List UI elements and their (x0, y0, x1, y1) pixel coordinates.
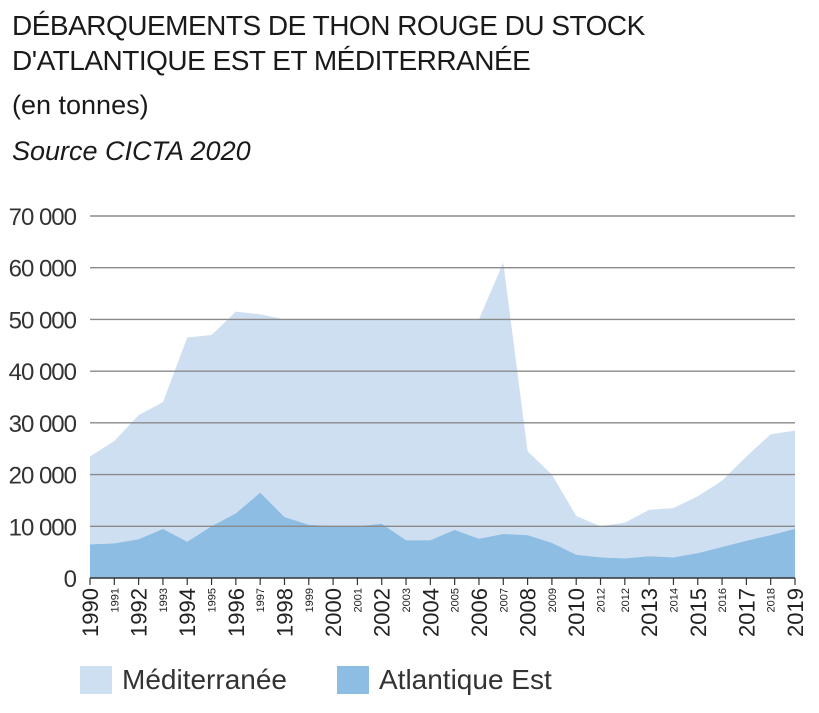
x-tick-label-2017: 2017 (734, 588, 759, 637)
area-mediterranee (90, 262, 795, 559)
legend-item-mediterranee: Méditerranée (80, 664, 287, 696)
x-tick-label-2016: 2016 (717, 588, 729, 612)
x-tick-label-1990: 1990 (78, 588, 103, 637)
x-tick-label-2013: 2013 (637, 588, 662, 637)
legend-label-atlantique: Atlantique Est (378, 664, 552, 695)
x-tick-label-2006: 2006 (467, 588, 492, 637)
y-tick-label-50000: 50 000 (9, 307, 77, 334)
x-tick-label-2009: 2009 (547, 588, 559, 612)
x-tick-label-2012: 2012 (620, 588, 632, 612)
chart-legend: Méditerranée Atlantique Est (80, 660, 602, 700)
chart-title-line-2: D'ATLANTIQUE EST ET MÉDITERRANÉE (12, 45, 531, 76)
x-tick-label-2001: 2001 (352, 588, 364, 612)
x-tick-label-1994: 1994 (175, 588, 200, 637)
x-tick-label-2010: 2010 (564, 588, 589, 637)
x-tick-label-2004: 2004 (418, 588, 443, 637)
x-tick-label-2014: 2014 (668, 588, 680, 612)
area-atlantique-est (90, 492, 795, 578)
x-tick-label-1999: 1999 (304, 588, 316, 612)
y-tick-label-20000: 20 000 (9, 463, 77, 490)
x-tick-label-2019: 2019 (783, 588, 808, 637)
x-tick-label-1995: 1995 (207, 588, 219, 612)
x-tick-label-1997: 1997 (255, 588, 267, 612)
chart-title: DÉBARQUEMENTS DE THON ROUGE DU STOCK D'A… (12, 8, 812, 78)
x-tick-label-2007: 2007 (498, 588, 510, 612)
x-tick-label-2008: 2008 (516, 588, 541, 637)
x-tick-label-2003: 2003 (401, 588, 413, 612)
x-tick-label-1993: 1993 (158, 588, 170, 612)
x-tick-label-2002: 2002 (370, 588, 395, 637)
chart-source: Source CICTA 2020 (12, 136, 251, 166)
chart-title-line-1: DÉBARQUEMENTS DE THON ROUGE DU STOCK (12, 10, 645, 41)
y-tick-label-0: 0 (64, 566, 77, 593)
x-tick-label-2011: 2012 (596, 588, 608, 612)
x-tick-label-1991: 1991 (109, 588, 121, 612)
y-tick-label-70000: 70 000 (9, 204, 77, 231)
x-tick-label-2000: 2000 (321, 588, 346, 637)
x-tick-label-2005: 2005 (450, 588, 462, 612)
legend-swatch-mediterranee (80, 666, 112, 694)
x-tick-label-1996: 1996 (224, 588, 249, 637)
chart-subtitle: (en tonnes) (12, 90, 149, 120)
y-tick-label-30000: 30 000 (9, 411, 77, 438)
x-tick-label-2015: 2015 (686, 588, 711, 637)
legend-swatch-atlantique (336, 666, 369, 694)
y-tick-label-60000: 60 000 (9, 256, 77, 283)
legend-label-mediterranee: Méditerranée (122, 664, 287, 695)
x-tick-label-2018: 2018 (766, 588, 778, 612)
y-tick-label-10000: 10 000 (9, 514, 77, 541)
legend-item-atlantique: Atlantique Est (336, 664, 552, 696)
y-tick-label-40000: 40 000 (9, 359, 77, 386)
x-tick-label-1992: 1992 (127, 588, 152, 637)
x-tick-label-1998: 1998 (272, 588, 297, 637)
